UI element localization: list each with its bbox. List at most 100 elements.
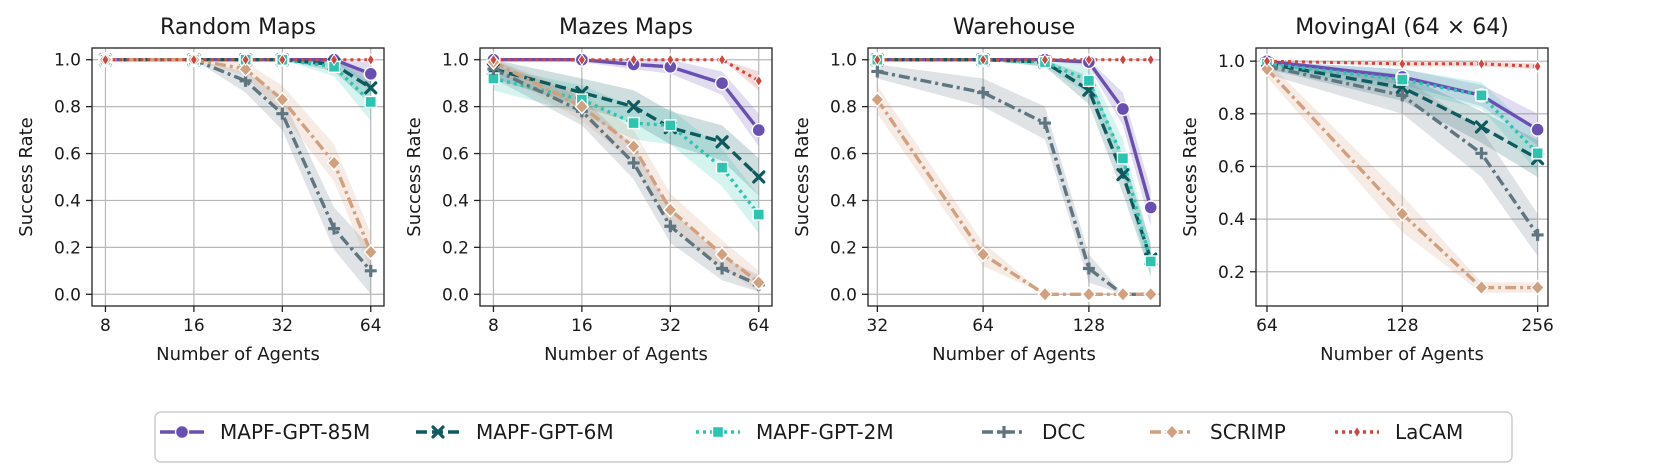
chart-panel-random-maps: 8 16 32 64 0.0 0.2 0.4 0.6 0.8 1.0 Random Maps Numb… — [16, 15, 385, 365]
x-tick-label: 16 — [183, 316, 205, 336]
x-tick-label: 32 — [271, 316, 293, 336]
x-tick-label: 32 — [867, 316, 889, 336]
x-tick-label: 8 — [100, 316, 111, 336]
legend-label: MAPF-GPT-2M — [756, 420, 894, 444]
data-point-dcc — [716, 262, 729, 275]
legend-items: MAPF-GPT-85M MAPF-GPT-6M MAPF-GPT-2M DCC SCR… — [160, 420, 1463, 444]
data-point-scrimp — [1037, 286, 1053, 303]
legend-frame — [154, 411, 1513, 463]
y-tick-label: 1.0 — [1218, 52, 1245, 72]
data-point-mapf-gpt-6m — [1474, 120, 1489, 134]
axes-frame — [479, 47, 773, 307]
data-point-lacam — [1477, 57, 1486, 71]
confidence-band-scrimp — [877, 85, 1151, 295]
confidence-band-dcc — [105, 59, 371, 295]
chart-panel-mazes-maps: 8 16 32 64 0.0 0.2 0.4 0.6 0.8 1.0 Mazes Maps Numbe… — [404, 15, 773, 365]
y-tick-label: 0.8 — [54, 98, 81, 118]
chart-panel-movingai-64-64: 64 128 256 0.2 0.4 0.6 0.8 1.0 MovingAI (64 × 64… — [1180, 15, 1554, 365]
confidence-band-scrimp — [493, 59, 759, 292]
data-point-dcc — [977, 86, 990, 99]
data-point-dcc — [664, 220, 677, 233]
y-tick-label: 0.4 — [830, 191, 857, 211]
y-axis-label: Success Rate — [404, 117, 425, 236]
x-axis-label: Number of Agents — [544, 344, 708, 365]
x-tick-label: 64 — [972, 316, 994, 336]
plot-area — [492, 58, 761, 292]
data-point-lacam — [1262, 54, 1272, 68]
data-point-lacam — [366, 53, 375, 67]
data-point-scrimp — [975, 246, 991, 263]
legend-marker-swatch — [431, 425, 445, 439]
chart-title: Mazes Maps — [559, 15, 693, 40]
data-point-mapf-gpt-2m — [1144, 255, 1157, 268]
data-point-mapf-gpt-2m — [664, 119, 677, 132]
data-point-mapf-gpt-6m — [1116, 168, 1130, 182]
series-line-dcc — [1266, 64, 1540, 236]
series-markers-scrimp — [97, 51, 379, 261]
y-tick-label: 0.8 — [830, 98, 857, 118]
x-tick-label: 64 — [360, 316, 382, 336]
series-line-mapf-gpt-6m — [1266, 62, 1539, 161]
legend-marker-swatch — [1164, 423, 1180, 441]
data-point-mapf-gpt-85m — [1530, 122, 1545, 137]
x-axis-label: Number of Agents — [932, 344, 1096, 365]
data-point-scrimp — [1394, 205, 1410, 222]
data-point-lacam — [1146, 53, 1155, 67]
chart-panels: 8 16 32 64 0.0 0.2 0.4 0.6 0.8 1.0 Random Maps Numb… — [16, 15, 1554, 365]
x-tick-label: 8 — [488, 316, 499, 336]
data-point-scrimp — [714, 246, 730, 263]
data-point-scrimp — [326, 154, 342, 171]
y-tick-label: 0.4 — [442, 191, 469, 211]
data-point-dcc — [1396, 89, 1409, 102]
y-tick-label: 0.8 — [442, 98, 469, 118]
y-tick-label: 1.0 — [830, 51, 857, 71]
series-line-scrimp — [105, 58, 373, 253]
y-tick-label: 0.2 — [54, 238, 81, 258]
data-point-lacam — [1040, 53, 1050, 67]
series-markers-lacam — [489, 53, 763, 88]
legend-label: MAPF-GPT-6M — [476, 420, 614, 444]
data-point-dcc — [1038, 117, 1051, 130]
y-axis-label: Success Rate — [16, 117, 37, 236]
plot-area — [105, 58, 373, 295]
y-tick-label: 0.0 — [442, 285, 469, 305]
data-point-mapf-gpt-2m — [364, 95, 377, 109]
y-axis-label: Success Rate — [1180, 117, 1201, 236]
data-point-mapf-gpt-2m — [1531, 147, 1544, 160]
series-markers-mapf-gpt-2m — [487, 72, 765, 221]
data-point-lacam — [666, 53, 675, 67]
data-point-lacam — [189, 53, 198, 67]
data-point-mapf-gpt-2m — [1082, 74, 1096, 88]
data-point-scrimp — [1081, 286, 1097, 303]
data-point-mapf-gpt-85m — [751, 122, 766, 138]
series-line-scrimp — [1265, 67, 1538, 290]
data-point-dcc — [1082, 262, 1095, 275]
data-point-lacam — [278, 53, 287, 67]
data-point-lacam — [979, 53, 988, 67]
legend-item-scrimp: SCRIMP — [1150, 420, 1286, 444]
legend-label: MAPF-GPT-85M — [220, 420, 370, 444]
y-tick-label: 0.0 — [54, 285, 81, 305]
data-point-mapf-gpt-85m — [1115, 101, 1131, 117]
data-point-lacam — [329, 53, 339, 67]
legend-item-mapf-gpt-6m: MAPF-GPT-6M — [416, 420, 614, 444]
confidence-band-scrimp — [105, 59, 371, 271]
y-tick-label: 0.6 — [1218, 157, 1245, 177]
data-point-scrimp — [574, 98, 590, 115]
legend-marker-swatch — [174, 424, 190, 440]
series-line-dcc — [492, 67, 760, 287]
y-tick-label: 0.4 — [1218, 210, 1245, 230]
data-point-scrimp — [626, 138, 642, 155]
y-tick-label: 0.2 — [1218, 263, 1245, 283]
y-tick-label: 0.2 — [442, 238, 469, 258]
chart-panel-warehouse: 32 64 128 0.0 0.2 0.4 0.6 0.8 1.0 Warehouse Number… — [792, 15, 1161, 365]
data-point-mapf-gpt-2m — [1396, 73, 1409, 86]
data-point-scrimp — [1115, 286, 1131, 303]
legend-label: SCRIMP — [1210, 420, 1286, 444]
data-point-scrimp — [751, 274, 767, 291]
data-point-dcc — [276, 107, 289, 120]
axes-frame — [867, 47, 1161, 307]
series-line-mapf-gpt-85m — [493, 58, 761, 132]
data-point-mapf-gpt-6m — [364, 81, 378, 95]
